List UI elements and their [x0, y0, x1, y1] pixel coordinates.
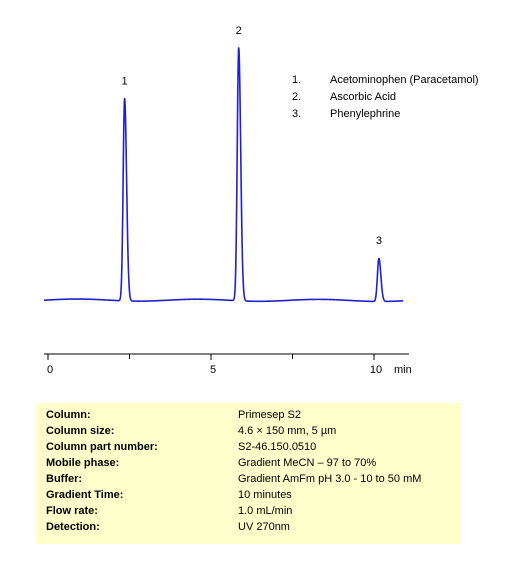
condition-row: Buffer: Gradient AmFm pH 3.0 - 10 to 50 … [46, 473, 421, 489]
condition-label: Flow rate: [46, 505, 98, 517]
condition-value: Gradient MeCN – 97 to 70% [238, 457, 377, 469]
condition-label: Detection: [46, 521, 100, 533]
legend-compound: Ascorbic Acid [330, 91, 397, 103]
peak-legend: 1. Acetominophen (Paracetamol) 2. Ascorb… [292, 72, 479, 123]
condition-label: Column size: [46, 425, 115, 437]
legend-number: 2. [292, 91, 302, 103]
peak-label: 3 [376, 235, 382, 247]
legend-item: 2. Ascorbic Acid [292, 89, 479, 106]
legend-number: 1. [292, 74, 302, 86]
chromatogram-chart: 1 2 3 0 5 10 min [43, 25, 412, 376]
x-tick-label: 5 [210, 364, 216, 376]
legend-compound: Phenylephrine [330, 108, 401, 120]
x-tick-label: 10 [370, 364, 382, 376]
condition-value: S2-46.150.0510 [238, 441, 317, 453]
condition-label: Column: [46, 409, 91, 421]
condition-row: Column size: 4.6 × 150 mm, 5 µm [46, 425, 336, 441]
condition-row: Gradient Time: 10 minutes [46, 489, 292, 505]
condition-row: Flow rate: 1.0 mL/min [46, 505, 292, 521]
peak-label-layer: 1 2 3 [122, 25, 382, 247]
condition-label: Buffer: [46, 473, 83, 485]
condition-value: Primesep S2 [238, 409, 301, 421]
x-axis-unit-label: min [394, 364, 412, 376]
peak-label: 2 [236, 25, 242, 37]
condition-row: Detection: UV 270nm [46, 521, 290, 537]
condition-value: UV 270nm [238, 521, 290, 533]
condition-label: Column part number: [46, 441, 158, 453]
peak-label: 1 [122, 76, 128, 88]
x-tick-label: 0 [47, 364, 53, 376]
legend-item: 1. Acetominophen (Paracetamol) [292, 72, 479, 89]
condition-row: Column: Primesep S2 [46, 409, 301, 425]
condition-row: Mobile phase: Gradient MeCN – 97 to 70% [46, 457, 376, 473]
conditions-panel: Column: Primesep S2 Column size: 4.6 × 1… [36, 403, 461, 544]
condition-value: 1.0 mL/min [238, 505, 293, 517]
condition-value: 10 minutes [238, 489, 292, 501]
legend-compound: Acetominophen (Paracetamol) [330, 74, 479, 86]
condition-value: Gradient AmFm pH 3.0 - 10 to 50 mM [238, 473, 422, 485]
trace-layer [43, 47, 404, 303]
condition-label: Mobile phase: [46, 457, 120, 469]
condition-row: Column part number: S2-46.150.0510 [46, 441, 316, 457]
condition-label: Gradient Time: [46, 489, 124, 501]
legend-item: 3. Phenylephrine [292, 106, 479, 123]
x-axis: 0 5 10 min [44, 353, 412, 376]
condition-value: 4.6 × 150 mm, 5 µm [238, 425, 337, 437]
legend-number: 3. [292, 108, 302, 120]
chromatogram-trace [43, 47, 404, 303]
